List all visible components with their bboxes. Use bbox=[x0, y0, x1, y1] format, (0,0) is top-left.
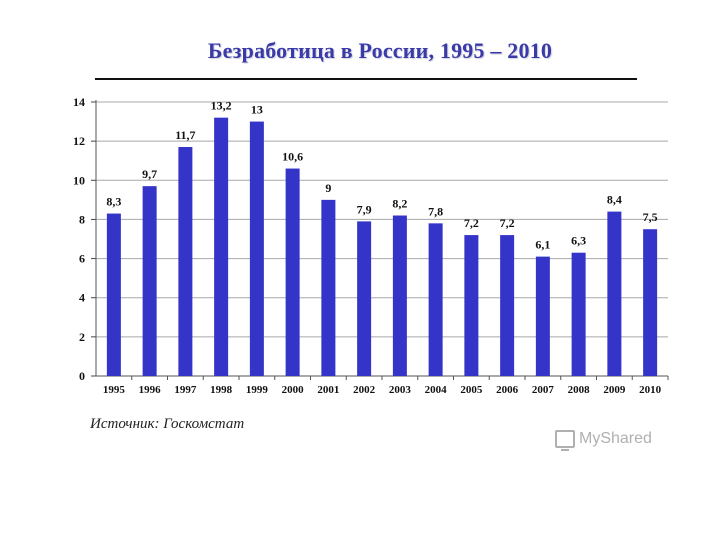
y-tick-label: 6 bbox=[79, 252, 85, 266]
bar-2007 bbox=[535, 256, 550, 376]
data-label-1999: 13 bbox=[251, 103, 263, 117]
x-tick-label-1999: 1999 bbox=[246, 384, 269, 396]
x-tick-label-1995: 1995 bbox=[103, 384, 126, 396]
x-tick-label-2003: 2003 bbox=[389, 384, 412, 396]
data-label-2005: 7,2 bbox=[464, 216, 479, 230]
bar-2009 bbox=[607, 211, 622, 376]
x-tick-label-2005: 2005 bbox=[460, 384, 483, 396]
data-label-2002: 7,9 bbox=[357, 202, 372, 216]
y-tick-label: 4 bbox=[79, 291, 85, 305]
data-label-2008: 6,3 bbox=[571, 234, 586, 248]
x-tick-label-2009: 2009 bbox=[603, 384, 626, 396]
data-label-2006: 7,2 bbox=[500, 216, 515, 230]
data-label-2004: 7,8 bbox=[428, 204, 443, 218]
bar-2008 bbox=[571, 252, 586, 376]
data-labels: 8,3 9,7 11,7 13,2 13 10,6 9 7,9 8,2 7,8 7,2 7,2 6,1 6… bbox=[106, 99, 657, 252]
bar-2003 bbox=[392, 215, 407, 376]
bar-2010 bbox=[643, 229, 658, 376]
bar-2000 bbox=[285, 168, 300, 376]
y-tick-label: 2 bbox=[79, 330, 85, 344]
data-label-1997: 11,7 bbox=[175, 128, 195, 142]
bar-2002 bbox=[357, 221, 372, 376]
y-tick-labels: 0 2 4 6 8 10 12 14 bbox=[73, 95, 85, 383]
x-tick-label-2008: 2008 bbox=[568, 384, 591, 396]
data-label-2009: 8,4 bbox=[607, 193, 622, 207]
presentation-icon bbox=[555, 430, 575, 451]
y-tick-label: 8 bbox=[79, 212, 85, 226]
x-tick-label-2007: 2007 bbox=[532, 384, 555, 396]
bar-1995 bbox=[106, 213, 121, 376]
bar-2004 bbox=[428, 223, 443, 376]
x-tick-label-2010: 2010 bbox=[639, 384, 662, 396]
x-tick-label-2000: 2000 bbox=[282, 384, 305, 396]
source-note: Источник: Госкомстат bbox=[90, 416, 245, 432]
data-label-1995: 8,3 bbox=[106, 195, 121, 209]
x-tick-label-1996: 1996 bbox=[139, 384, 162, 396]
bar-1997 bbox=[178, 147, 193, 376]
x-tick-label-2006: 2006 bbox=[496, 384, 519, 396]
x-tick-label-1997: 1997 bbox=[174, 384, 197, 396]
x-tick-labels: 1995 1996 1997 1998 1999 2000 2001 2002 2003 2004… bbox=[103, 384, 662, 396]
watermark: MyShared bbox=[555, 430, 652, 451]
y-tick-label: 14 bbox=[73, 95, 85, 109]
bars bbox=[106, 117, 658, 377]
watermark-text: MyShared bbox=[579, 430, 652, 447]
y-tick-label: 10 bbox=[73, 173, 85, 187]
bar-1996 bbox=[142, 186, 157, 376]
title-underline bbox=[95, 78, 637, 80]
data-label-2000: 10,6 bbox=[282, 150, 303, 164]
bar-2005 bbox=[464, 235, 479, 376]
data-label-1996: 9,7 bbox=[142, 167, 157, 181]
bar-2001 bbox=[321, 199, 336, 376]
y-tick-label: 12 bbox=[73, 134, 85, 148]
x-tick-label-2004: 2004 bbox=[425, 384, 448, 396]
data-label-1998: 13,2 bbox=[211, 99, 232, 113]
data-label-2007: 6,1 bbox=[535, 238, 550, 252]
chart-title: Безработица в России, 1995 – 2010 bbox=[207, 38, 553, 63]
x-tick-label-2001: 2001 bbox=[317, 384, 339, 396]
y-tick-label: 0 bbox=[79, 369, 85, 383]
data-label-2003: 8,2 bbox=[392, 197, 407, 211]
x-tick-label-1998: 1998 bbox=[210, 384, 233, 396]
data-label-2010: 7,5 bbox=[643, 210, 658, 224]
data-label-2001: 9 bbox=[325, 181, 331, 195]
x-tick-label-2002: 2002 bbox=[353, 384, 376, 396]
bar-1999 bbox=[249, 121, 264, 376]
bar-2006 bbox=[500, 235, 515, 376]
bar-1998 bbox=[214, 117, 229, 377]
